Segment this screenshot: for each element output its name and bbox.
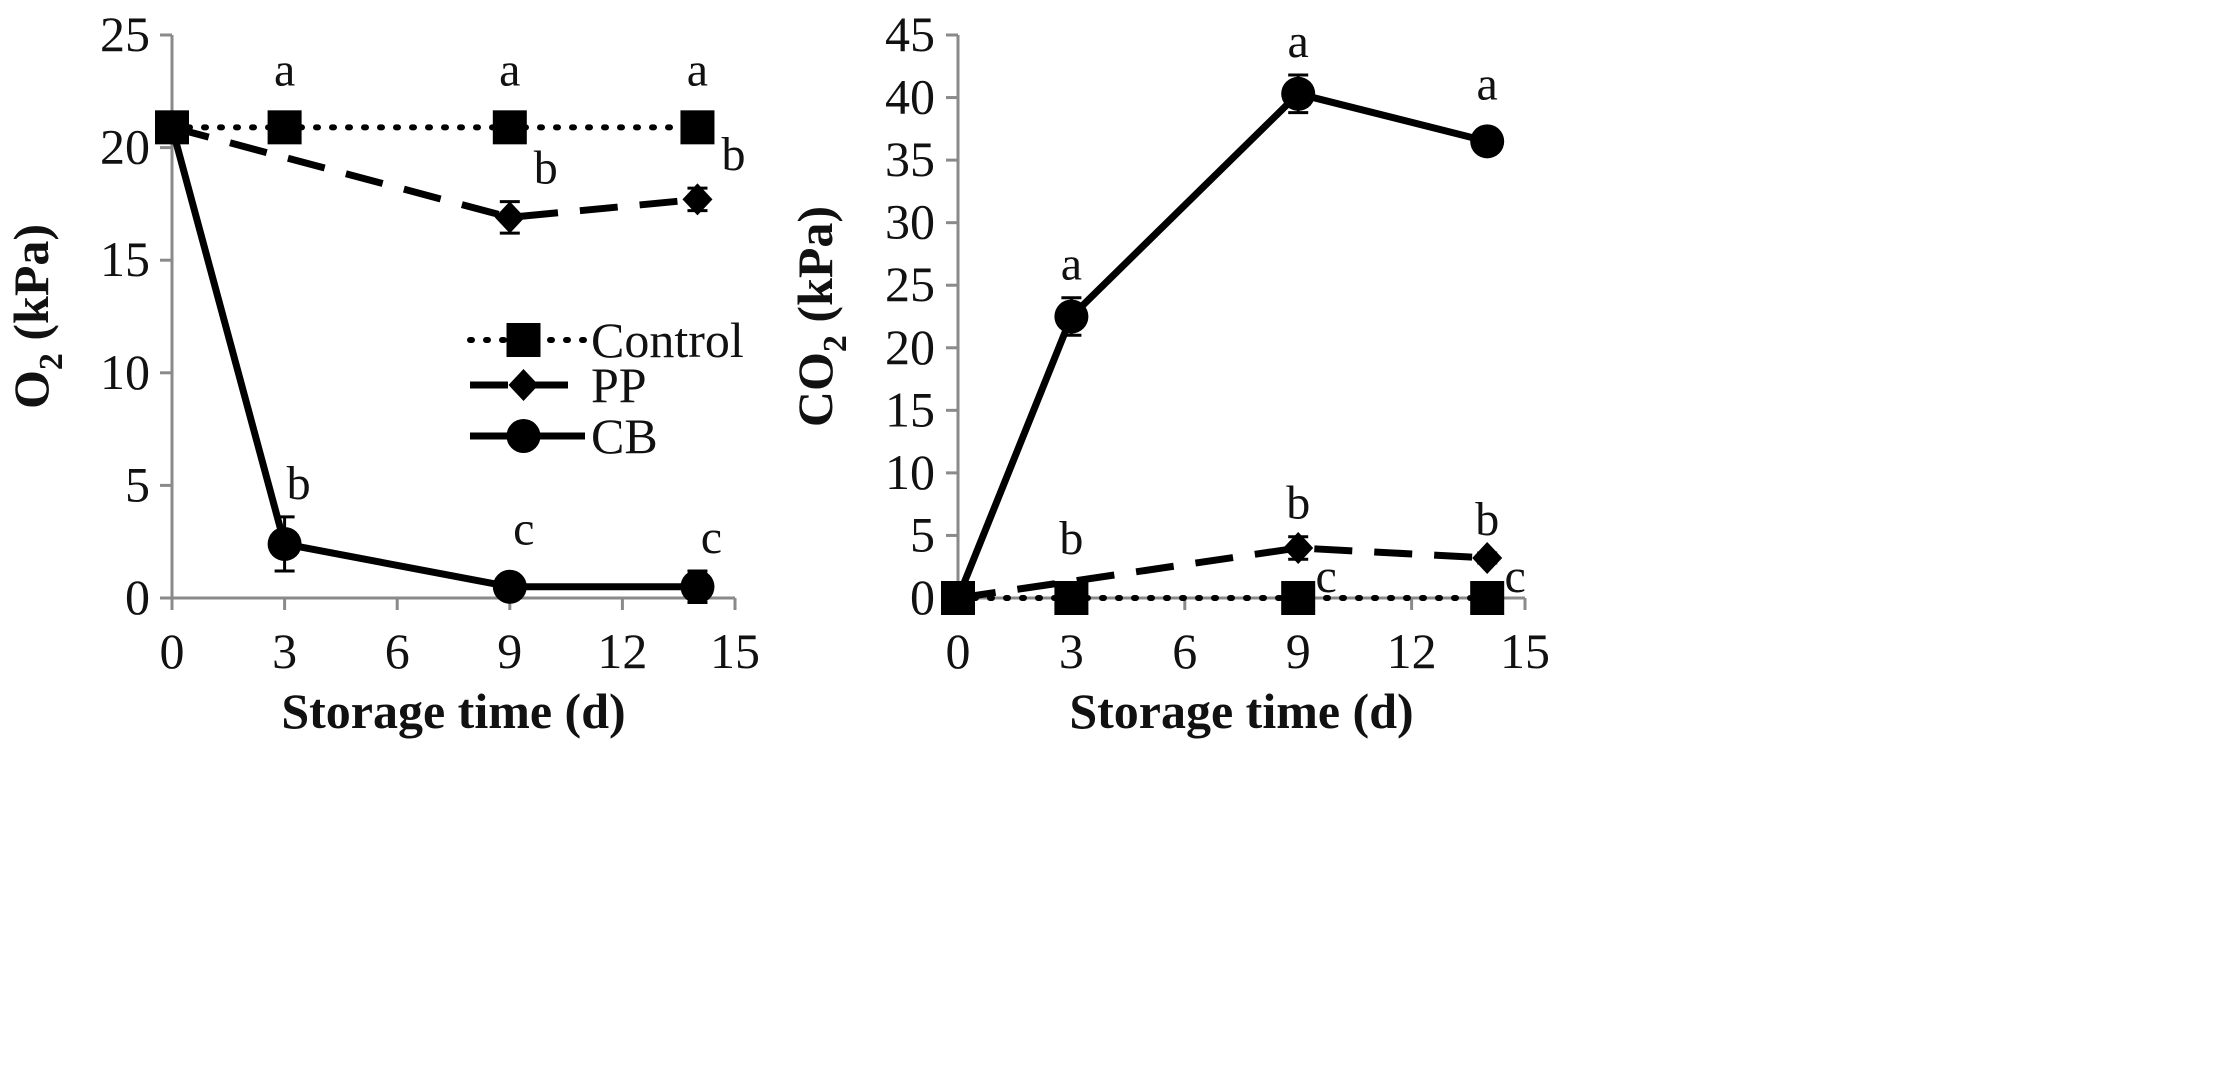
data-point-cb	[267, 526, 302, 561]
data-point-pp	[494, 201, 525, 234]
x-tick-label: 3	[1059, 623, 1084, 679]
x-tick-label: 0	[160, 623, 185, 679]
data-point-cb	[1054, 299, 1089, 334]
legend-marker-pp	[508, 369, 539, 401]
y-tick-label: 0	[125, 569, 150, 625]
data-point-pp	[1472, 541, 1503, 574]
x-tick-label: 9	[1286, 623, 1311, 679]
data-point-cb	[155, 110, 189, 145]
significance-letter-pp: b	[1286, 477, 1310, 530]
o2-chart: 0 5 10 15 20 25 0 3 6 9 12 15 Storage time (d) O2 (kP…	[3, 6, 760, 739]
y-tick-label: 35	[885, 131, 935, 187]
series-line-pp	[171, 123, 698, 221]
y-tick-label: 20	[885, 319, 935, 375]
x-tick-label: 6	[1172, 623, 1197, 679]
significance-letter-control: a	[687, 43, 708, 96]
legend-marker-cb	[506, 419, 541, 453]
y-tick-label: 40	[885, 69, 935, 125]
x-tick-label: 15	[1500, 623, 1550, 679]
legend-marker-control	[506, 323, 541, 357]
x-axis-title: Storage time (d)	[1069, 683, 1413, 739]
significance-letter-control: c	[1505, 550, 1526, 603]
significance-letter-cb: a	[1288, 15, 1309, 68]
y-tick-label: 30	[885, 194, 935, 250]
x-tick-label: 12	[597, 623, 647, 679]
data-point-cb	[1470, 124, 1505, 159]
x-tick-label: 3	[272, 623, 297, 679]
y-tick-label: 5	[910, 506, 935, 562]
significance-letter-control: c	[1316, 550, 1337, 603]
series-line-cb	[954, 89, 1489, 600]
y-tick-label: 25	[100, 6, 150, 62]
significance-letter-cb: c	[701, 511, 722, 564]
significance-letter-cb: a	[1061, 238, 1082, 291]
co2-chart: 0 5 10 15 20 25 30 35 40 45 0 3 6 9 12 15 Storage time (…	[787, 6, 1550, 739]
data-point-control	[492, 110, 527, 145]
y-tick-label: 10	[100, 344, 150, 400]
y-tick-label: 15	[100, 231, 150, 287]
legend-label-pp: PP	[591, 357, 647, 413]
significance-letter-pp: b	[1475, 493, 1499, 546]
series-line-cb	[168, 126, 698, 591]
data-point-cb	[1281, 76, 1316, 111]
data-point-pp	[682, 183, 713, 216]
x-tick-label: 6	[385, 623, 410, 679]
significance-letter-pp: b	[721, 128, 745, 181]
x-tick-label: 0	[946, 623, 971, 679]
significance-letter-cb: b	[287, 457, 311, 510]
data-point-control	[267, 110, 302, 145]
significance-letter-control: a	[274, 43, 295, 96]
y-tick-label: 45	[885, 6, 935, 62]
data-point-pp	[1283, 531, 1314, 564]
legend-label-control: Control	[591, 312, 744, 368]
x-tick-label: 15	[710, 623, 760, 679]
y-tick-label: 15	[885, 381, 935, 437]
x-axis-title: Storage time (d)	[281, 683, 625, 739]
significance-letter-control: a	[499, 43, 520, 96]
y-axis-title: O2 (kPa)	[3, 224, 70, 409]
data-point-control	[680, 110, 715, 145]
data-point-cb	[941, 581, 975, 615]
y-tick-label: 0	[910, 569, 935, 625]
y-axis-title: CO2 (kPa)	[787, 206, 854, 427]
significance-letter-pp: b	[534, 142, 558, 195]
significance-letter-pp: b	[1059, 512, 1083, 565]
y-tick-label: 25	[885, 256, 935, 312]
data-point-cb	[492, 569, 527, 604]
significance-letter-cb: a	[1477, 57, 1498, 110]
y-tick-label: 5	[125, 456, 150, 512]
data-point-cb	[680, 569, 715, 604]
significance-letter-cb: c	[513, 503, 534, 556]
x-tick-label: 12	[1387, 623, 1437, 679]
data-point-control	[1470, 581, 1505, 615]
series-line-pp	[957, 544, 1488, 602]
data-point-control	[1281, 581, 1316, 615]
data-point-control	[1054, 581, 1089, 615]
y-tick-label: 10	[885, 444, 935, 500]
x-tick-label: 9	[497, 623, 522, 679]
legend-label-cb: CB	[591, 408, 658, 464]
y-tick-label: 20	[100, 119, 150, 175]
